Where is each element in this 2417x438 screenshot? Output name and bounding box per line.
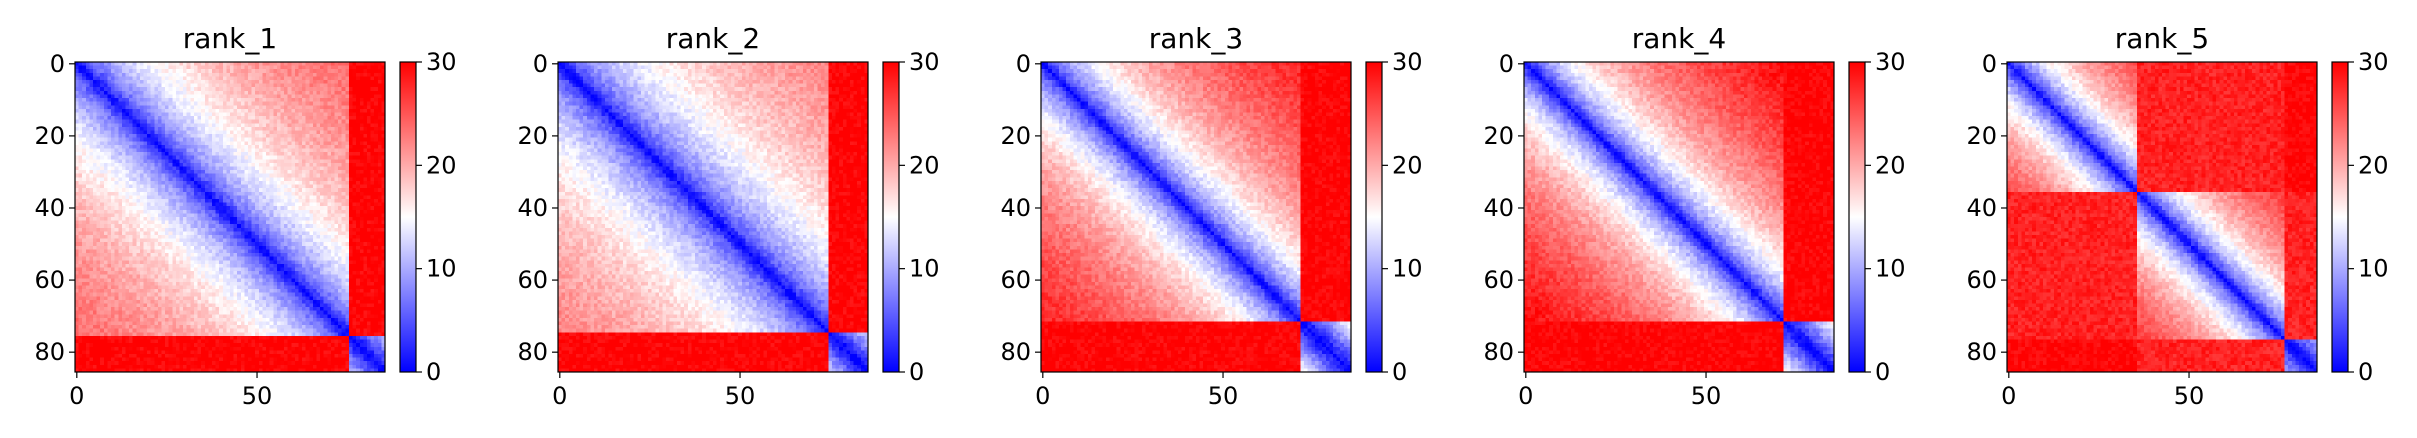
heatmap-cells <box>2007 62 2317 372</box>
x-tick-label: 0 <box>1518 382 1533 410</box>
y-tick-label: 0 <box>1016 50 1031 78</box>
x-tick-label: 0 <box>2001 382 2016 410</box>
y-tick-label: 80 <box>517 338 548 366</box>
axes-frame <box>2006 61 2318 373</box>
axes-frame <box>1523 61 1835 373</box>
y-tick-label: 40 <box>1483 194 1514 222</box>
y-tick-label: 20 <box>34 122 65 150</box>
colorbar <box>1848 61 1866 373</box>
colorbar-tick-label: 20 <box>2358 151 2389 179</box>
colorbar-tick-label: 30 <box>426 48 457 76</box>
y-tick-label: 80 <box>1966 338 1997 366</box>
colorbar-tick-label: 20 <box>1875 151 1906 179</box>
colorbar <box>882 61 900 373</box>
colorbar-tick-label: 30 <box>1392 48 1423 76</box>
x-tick-label: 50 <box>725 382 756 410</box>
x-tick-label: 50 <box>242 382 273 410</box>
colorbar <box>1365 61 1383 373</box>
x-tick-label: 0 <box>552 382 567 410</box>
y-tick-label: 40 <box>1966 194 1997 222</box>
colorbar-tick-label: 20 <box>1392 151 1423 179</box>
y-tick-label: 60 <box>1000 266 1031 294</box>
heatmap-cells <box>558 62 868 372</box>
panel-title: rank_2 <box>666 22 760 55</box>
y-tick-label: 40 <box>517 194 548 222</box>
axes-frame <box>557 61 869 373</box>
colorbar-tick-label: 10 <box>909 255 940 283</box>
x-tick-label: 0 <box>1035 382 1050 410</box>
colorbar-tick-label: 0 <box>426 358 441 386</box>
panel-title: rank_5 <box>2115 22 2209 55</box>
y-tick-label: 80 <box>1000 338 1031 366</box>
y-tick-label: 20 <box>1966 122 1997 150</box>
colorbar-tick-label: 30 <box>1875 48 1906 76</box>
y-tick-label: 0 <box>1499 50 1514 78</box>
y-tick-label: 80 <box>1483 338 1514 366</box>
y-tick-label: 80 <box>34 338 65 366</box>
colorbar-tick-label: 20 <box>909 151 940 179</box>
colorbar-tick-label: 10 <box>426 255 457 283</box>
x-tick-label: 50 <box>1691 382 1722 410</box>
colorbar-tick-label: 0 <box>2358 358 2373 386</box>
heatmap-cells <box>1524 62 1834 372</box>
y-tick-label: 60 <box>34 266 65 294</box>
y-tick-label: 20 <box>1000 122 1031 150</box>
colorbar-tick-label: 30 <box>909 48 940 76</box>
y-tick-label: 0 <box>533 50 548 78</box>
colorbar <box>2331 61 2349 373</box>
colorbar-tick-label: 0 <box>1875 358 1890 386</box>
x-tick-label: 0 <box>69 382 84 410</box>
y-tick-label: 60 <box>1483 266 1514 294</box>
heatmap-cells <box>1041 62 1351 372</box>
colorbar-tick-label: 10 <box>1392 255 1423 283</box>
colorbar <box>399 61 417 373</box>
axes-frame <box>74 61 386 373</box>
y-tick-label: 40 <box>34 194 65 222</box>
axes-frame <box>1040 61 1352 373</box>
colorbar-tick-label: 30 <box>2358 48 2389 76</box>
panel-title: rank_4 <box>1632 22 1726 55</box>
panel-title: rank_3 <box>1149 22 1243 55</box>
y-tick-label: 20 <box>1483 122 1514 150</box>
y-tick-label: 60 <box>517 266 548 294</box>
y-tick-label: 40 <box>1000 194 1031 222</box>
colorbar-tick-label: 10 <box>2358 255 2389 283</box>
colorbar-tick-label: 20 <box>426 151 457 179</box>
colorbar-tick-label: 10 <box>1875 255 1906 283</box>
x-tick-label: 50 <box>2174 382 2205 410</box>
heatmap-cells <box>75 62 385 372</box>
y-tick-label: 0 <box>1982 50 1997 78</box>
colorbar-tick-label: 0 <box>909 358 924 386</box>
colorbar-tick-label: 0 <box>1392 358 1407 386</box>
panel-title: rank_1 <box>183 22 277 55</box>
y-tick-label: 60 <box>1966 266 1997 294</box>
x-tick-label: 50 <box>1208 382 1239 410</box>
y-tick-label: 0 <box>50 50 65 78</box>
y-tick-label: 20 <box>517 122 548 150</box>
